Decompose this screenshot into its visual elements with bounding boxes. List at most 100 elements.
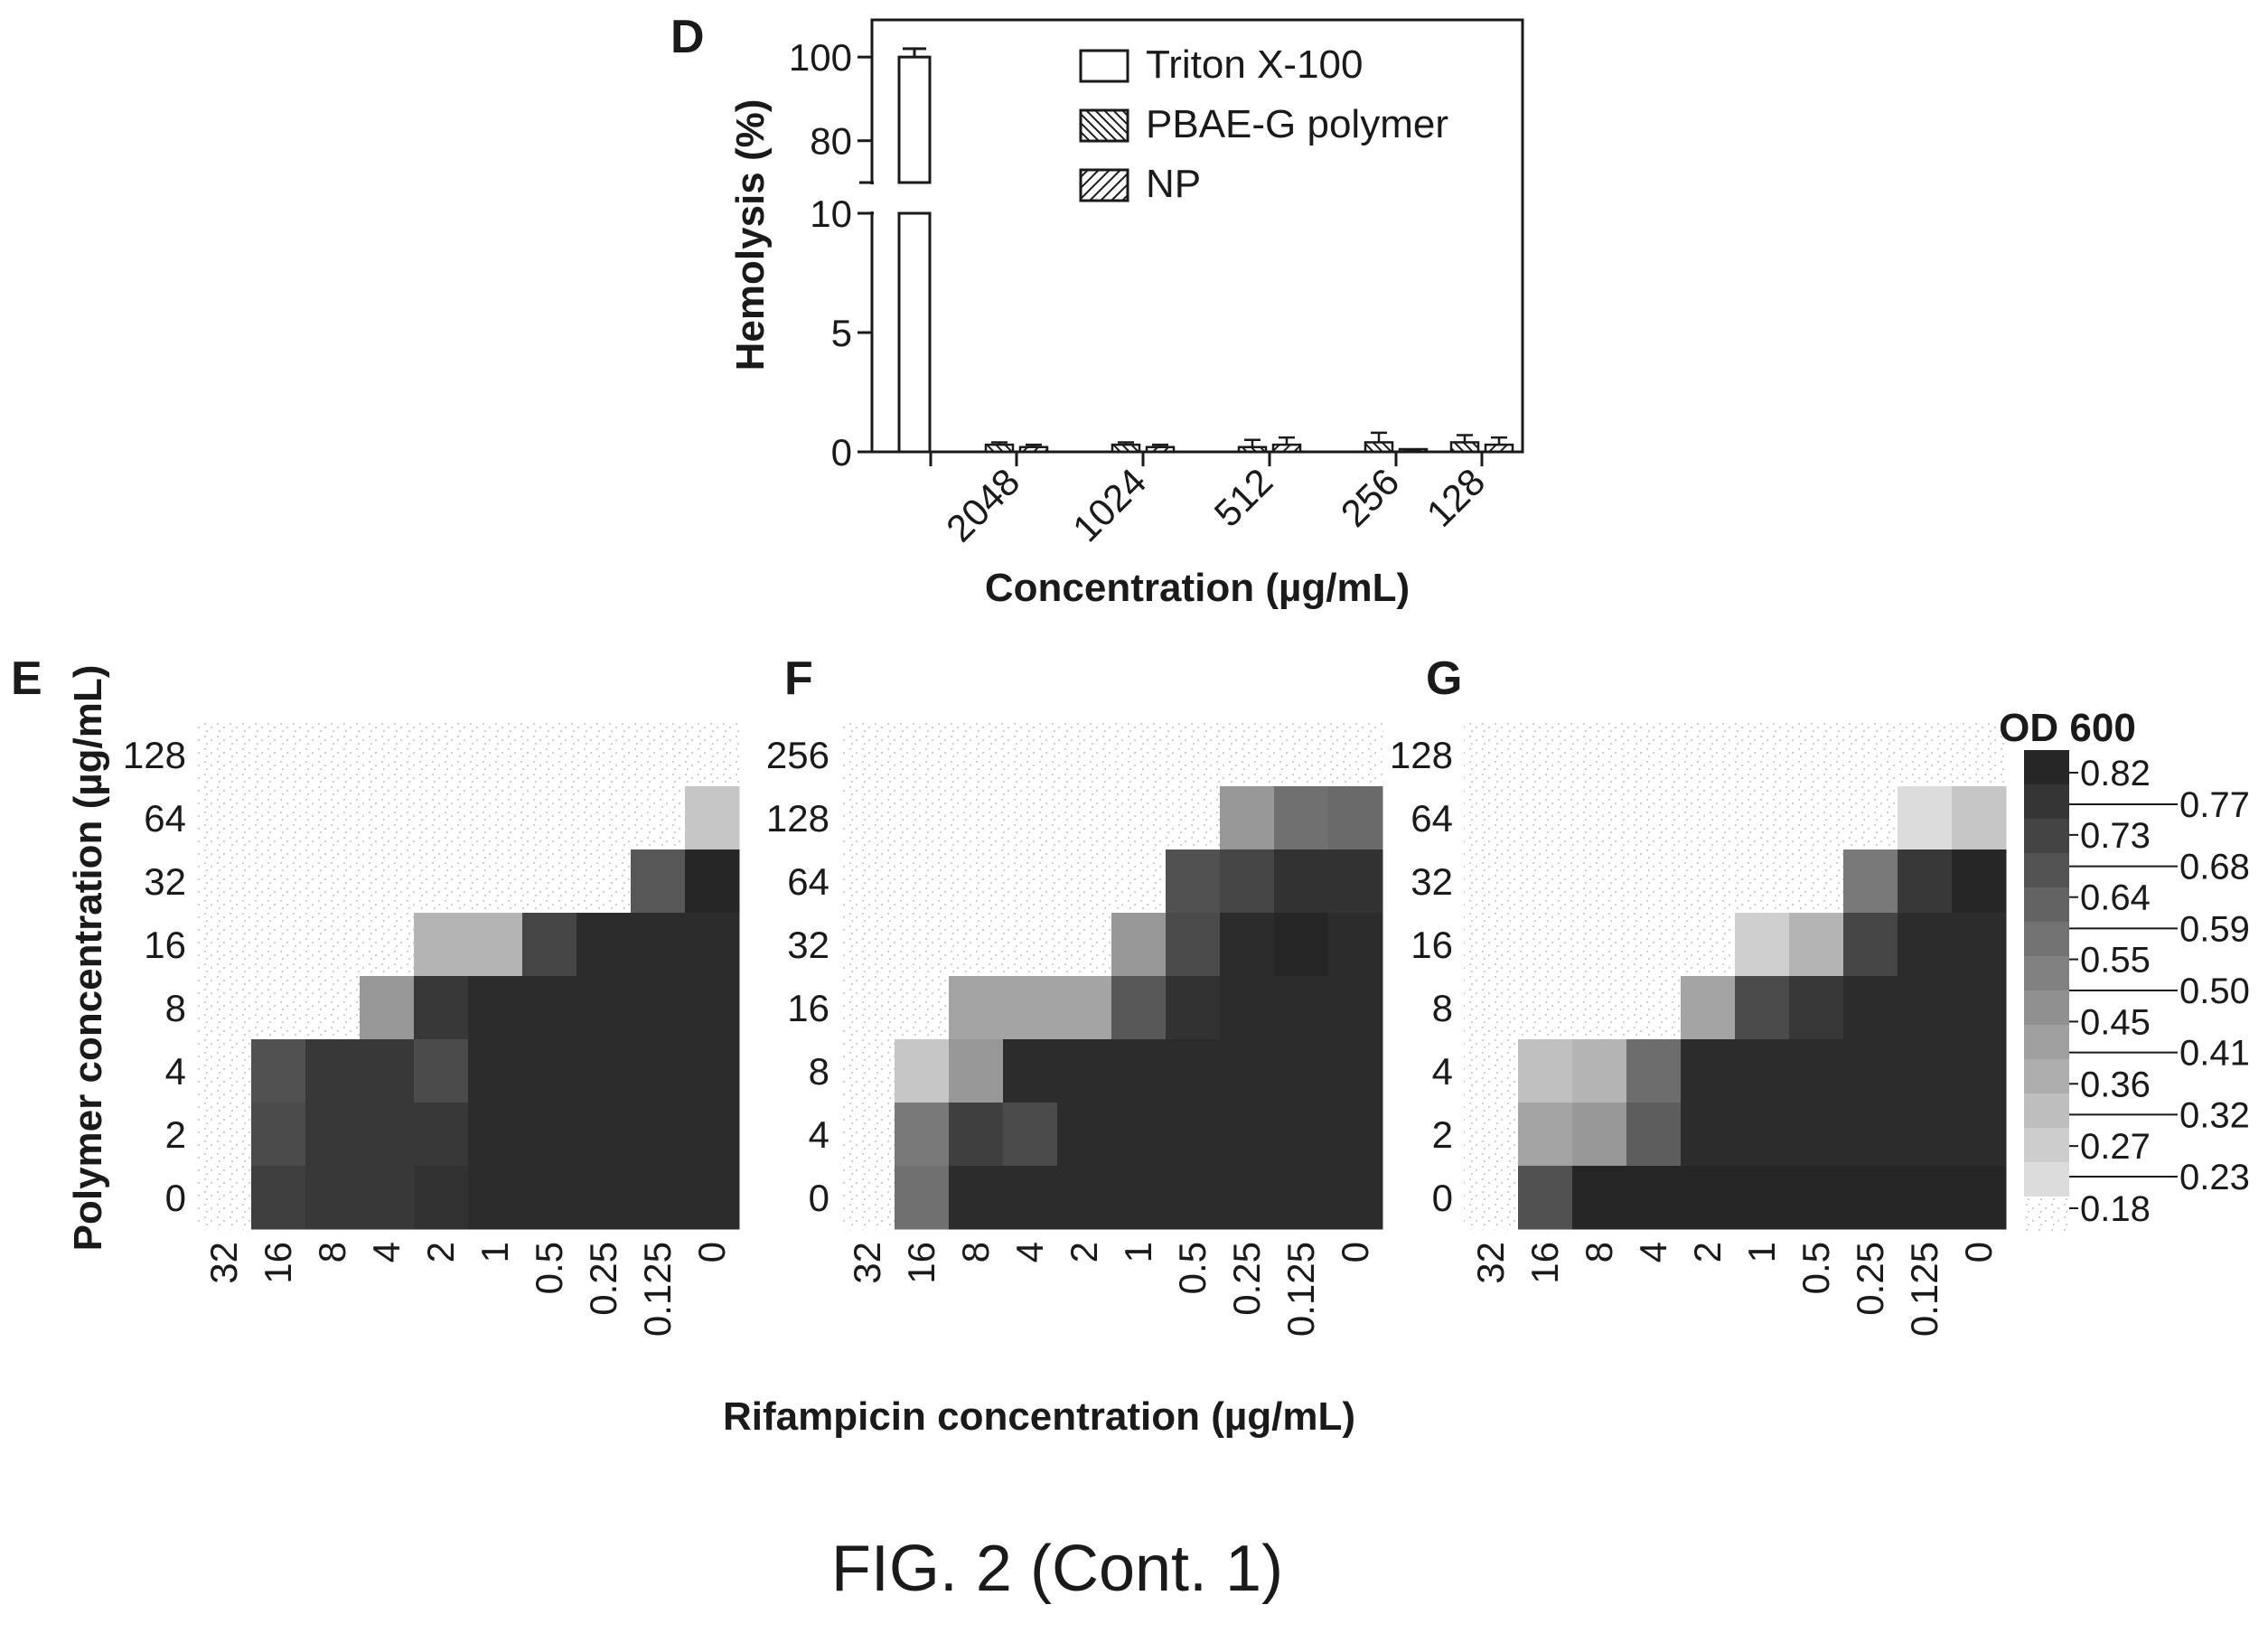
heatmap-cell (197, 1166, 252, 1230)
colorbar-swatch (2024, 887, 2069, 923)
colorbar-title: OD 600 (1999, 706, 2136, 750)
x-tick-label: 1 (1740, 1242, 1783, 1262)
heatmap-cell (468, 786, 523, 850)
heatmap-cell (1518, 1166, 1573, 1230)
heatmap-cell (1464, 786, 1519, 850)
heatmap-cell (895, 723, 950, 787)
heatmap-cell (522, 1039, 577, 1103)
heatmap-cell (1681, 786, 1736, 850)
heatmap-cell (1952, 1166, 2007, 1230)
heatmap-cell (895, 976, 950, 1040)
legend-label: Triton X-100 (1146, 42, 1363, 87)
colorbar-tick-label: 0.73 (2080, 816, 2151, 856)
x-tick-label: 2 (419, 1242, 462, 1262)
heatmap-cell (1166, 849, 1221, 914)
heatmap-cell (468, 1039, 523, 1103)
heatmap-cell (1464, 1103, 1519, 1167)
heatmap-cell (1518, 786, 1573, 850)
heatmap-cell (414, 1039, 469, 1103)
heatmap-cell (576, 976, 632, 1040)
y-tick-label: 128 (123, 734, 186, 776)
heatmap-cell (360, 849, 415, 914)
heatmap-cell (1464, 913, 1519, 977)
heatmap-cell (1843, 1103, 1898, 1167)
heatmap-cell (305, 786, 361, 850)
y-tick-label: 32 (144, 860, 186, 903)
heatmap-cell (949, 1166, 1004, 1230)
heatmap-cell (1057, 1039, 1112, 1103)
heatmap-cell (305, 1039, 361, 1103)
colorbar-tick-label: 0.41 (2179, 1034, 2250, 1074)
y-tick-label: 0 (809, 1177, 829, 1219)
heatmap-cell (360, 786, 415, 850)
heatmap-cell (1328, 913, 1383, 977)
heatmap-cell (1166, 786, 1221, 850)
y-tick-label: 256 (766, 734, 829, 776)
heatmap-cell (360, 976, 415, 1040)
colorbar-swatch (2024, 819, 2069, 854)
heatmap-cell (685, 849, 740, 914)
heatmap-cell (1735, 1166, 1790, 1230)
heatmap-cell (1843, 976, 1898, 1040)
y-tick-label: 80 (810, 120, 852, 163)
x-tick-label: 0.5 (1171, 1242, 1214, 1294)
heatmap-cell (468, 913, 523, 977)
heatmap-cell (468, 849, 523, 914)
bar-pbae (1111, 443, 1141, 454)
heatmap-cell (1057, 1166, 1112, 1230)
heatmap-cell (1681, 1166, 1736, 1230)
colorbar-tick-label: 0.82 (2080, 754, 2151, 793)
y-tick-label: 4 (1432, 1050, 1453, 1093)
heatmap-cell (468, 1103, 523, 1167)
heatmap-cell (414, 1166, 469, 1230)
colorbar-swatch (2024, 1093, 2069, 1129)
x-tick-label: 0.125 (1279, 1242, 1322, 1337)
heatmap-cell (840, 849, 895, 914)
heatmap-cell (1626, 723, 1682, 787)
x-tick-label: 1 (1117, 1242, 1159, 1262)
heatmap-cell (1789, 1166, 1844, 1230)
heatmap-cell (1898, 1166, 1953, 1230)
heatmap-cell (522, 723, 577, 787)
heatmap-cell (1681, 849, 1736, 914)
heatmap-cell (1111, 1039, 1167, 1103)
heatmap-cell (414, 786, 469, 850)
x-tick-label: 0.125 (1903, 1242, 1945, 1337)
heatmap-cell (251, 976, 306, 1040)
heatmap-cell (251, 1166, 306, 1230)
heatmap-cell (1003, 1166, 1058, 1230)
heatmap-cell (1735, 1103, 1790, 1167)
colorbar-swatch (2024, 1059, 2069, 1094)
heatmap-cell (1057, 849, 1112, 914)
heatmap-cell (1626, 1103, 1682, 1167)
heatmap-cell (1003, 786, 1058, 850)
x-tick-label: 32 (202, 1242, 245, 1284)
heatmap-cell (1681, 1039, 1736, 1103)
colorbar-tick-label: 0.64 (2080, 878, 2151, 918)
axis-break-gap (868, 184, 876, 211)
y-tick-label: 8 (1432, 987, 1453, 1029)
colorbar-tick-label: 0.23 (2179, 1158, 2250, 1197)
y-tick-label: 0 (831, 431, 852, 474)
heatmap-cell (895, 1103, 950, 1167)
heatmap-cell (1572, 976, 1627, 1040)
plot-frame (870, 18, 1524, 454)
heatmap-cell (251, 849, 306, 914)
heatmap-cell (685, 976, 740, 1040)
heatmap-cell (1328, 1166, 1383, 1230)
heatmap-cell (197, 913, 252, 977)
x-tick-label: 0.5 (1795, 1242, 1837, 1294)
heatmap-cell (1572, 913, 1627, 977)
heatmap-cell (840, 723, 895, 787)
heatmap-cell (360, 1039, 415, 1103)
x-tick-label: 2048 (938, 460, 1027, 549)
heatmap-cell (1111, 913, 1167, 977)
heatmap-cell (631, 1166, 686, 1230)
colorbar-tick-label: 0.77 (2179, 785, 2250, 825)
heatmap-cell (1274, 1103, 1329, 1167)
heatmap-cell (1843, 849, 1898, 914)
colorbar-swatch (2024, 853, 2069, 888)
